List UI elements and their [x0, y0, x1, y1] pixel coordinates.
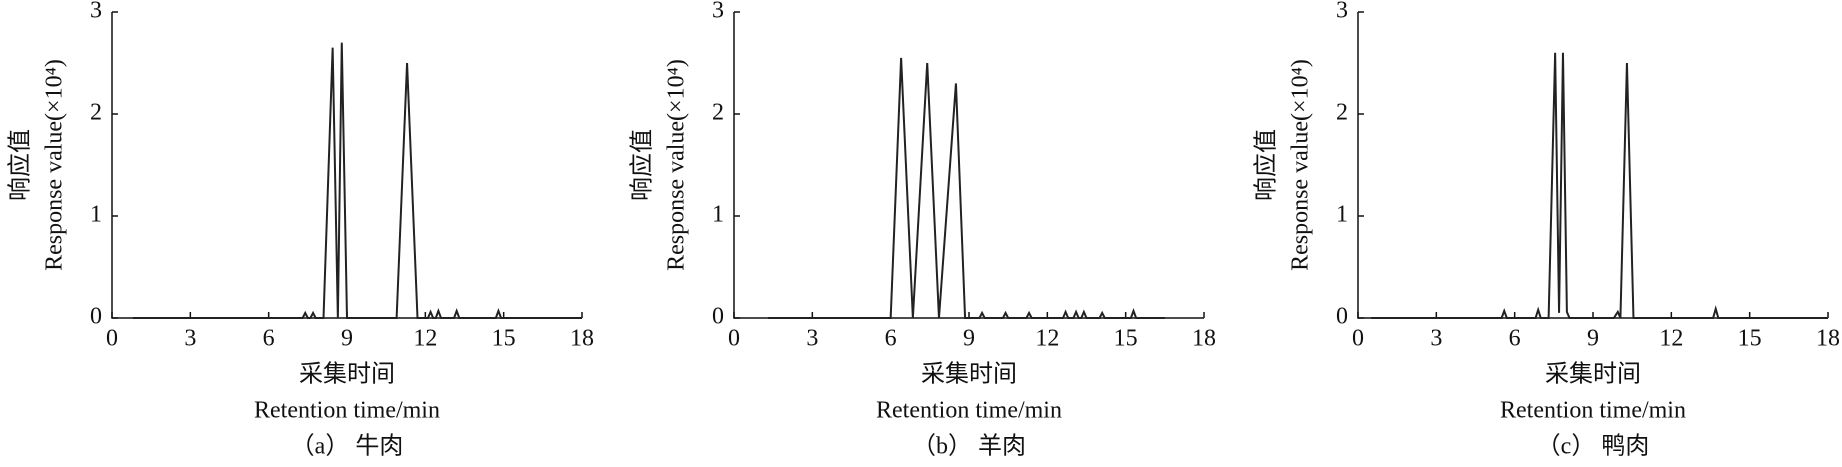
x-tick-label: 12: [1035, 326, 1059, 352]
x-tick-label: 0: [106, 326, 118, 352]
y-tick-label: 1: [1336, 202, 1348, 228]
x-tick-label: 9: [963, 326, 975, 352]
y-tick-label: 3: [712, 0, 724, 24]
x-tick-label: 3: [806, 326, 818, 352]
x-tick-label: 6: [1509, 326, 1521, 352]
x-tick-label: 18: [1816, 326, 1840, 352]
y-tick-label: 0: [712, 304, 724, 330]
y-axis-label: 响应值: [7, 129, 34, 201]
panel-caption: （a） 牛肉: [291, 433, 404, 460]
y-tick-label: 3: [90, 0, 102, 24]
x-tick-label: 0: [1352, 326, 1364, 352]
axis-line: [1357, 12, 1828, 319]
y-axis-label: 响应值: [629, 129, 656, 201]
x-axis-label-en: Retention time/min: [876, 398, 1062, 424]
x-tick-label: 18: [1192, 326, 1216, 352]
y-tick-label: 2: [1336, 100, 1348, 126]
y-axis-label-en: Response value(×10⁴): [1288, 59, 1314, 271]
x-tick-label: 12: [1659, 326, 1683, 352]
x-tick-label: 9: [1587, 326, 1599, 352]
panel-caption: （b） 羊肉: [912, 433, 1026, 460]
x-tick-label: 15: [1738, 326, 1762, 352]
y-tick-label: 0: [1336, 304, 1348, 330]
panel-caption: （c） 鸭肉: [1537, 433, 1650, 460]
x-axis-label: 采集时间: [1545, 361, 1641, 388]
y-tick-label: 2: [712, 100, 724, 126]
y-tick-label: 0: [90, 304, 102, 330]
x-tick-label: 15: [1114, 326, 1138, 352]
x-tick-label: 12: [413, 326, 437, 352]
chromatogram-line: [132, 42, 582, 319]
x-tick-label: 6: [263, 326, 275, 352]
x-axis-label-en: Retention time/min: [254, 398, 440, 424]
y-axis-label-en: Response value(×10⁴): [42, 59, 68, 271]
chromatogram-line: [1371, 52, 1828, 319]
y-tick-label: 3: [1336, 0, 1348, 24]
y-tick-label: 1: [90, 202, 102, 228]
y-tick-label: 2: [90, 100, 102, 126]
axis-line: [733, 12, 1204, 319]
y-tick-label: 1: [712, 202, 724, 228]
chromatogram-line: [767, 57, 1165, 319]
x-tick-label: 6: [885, 326, 897, 352]
x-axis-label: 采集时间: [299, 361, 395, 388]
x-axis-label-en: Retention time/min: [1500, 398, 1686, 424]
x-axis-label: 采集时间: [921, 361, 1017, 388]
y-axis-label-en: Response value(×10⁴): [664, 59, 690, 271]
x-tick-label: 15: [492, 326, 516, 352]
x-tick-label: 18: [570, 326, 594, 352]
x-tick-label: 3: [184, 326, 196, 352]
x-tick-label: 3: [1430, 326, 1442, 352]
y-axis-label: 响应值: [1253, 129, 1280, 201]
x-tick-label: 0: [728, 326, 740, 352]
x-tick-label: 9: [341, 326, 353, 352]
